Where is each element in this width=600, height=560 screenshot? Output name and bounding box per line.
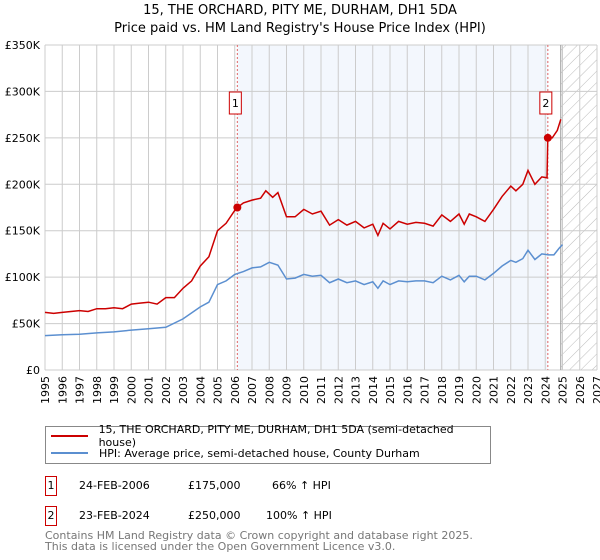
ownership-shade xyxy=(237,45,548,370)
x-tick-label: 2014 xyxy=(367,376,380,404)
y-tick-label: £300K xyxy=(5,85,41,98)
chart-subtitle: Price paid vs. HM Land Registry's House … xyxy=(114,21,486,36)
x-tick-label: 2024 xyxy=(539,376,552,404)
sale-price: £175,000 xyxy=(188,479,241,492)
sale-label: 2 xyxy=(542,97,549,110)
sale-row: 1 24-FEB-2006 £175,000 66% ↑ HPI xyxy=(45,476,445,496)
x-tick-label: 2010 xyxy=(298,376,311,404)
x-tick-label: 2005 xyxy=(212,376,225,404)
sale-label: 1 xyxy=(232,97,239,110)
y-tick-label: £150K xyxy=(5,225,41,238)
sale-point xyxy=(543,133,552,142)
sale-label-box xyxy=(539,91,553,115)
x-tick-label: 2015 xyxy=(384,376,397,404)
footer-copyright: Contains HM Land Registry data © Crown c… xyxy=(45,529,473,542)
sale-row: 2 23-FEB-2024 £250,000 100% ↑ HPI xyxy=(45,506,445,526)
x-tick-label: 2001 xyxy=(143,376,156,404)
y-tick-label: £200K xyxy=(5,178,41,191)
hpi-line xyxy=(44,244,564,337)
x-tick-label: 2011 xyxy=(315,376,328,404)
y-tick-label: £0 xyxy=(26,364,40,377)
x-tick-label: 1999 xyxy=(108,376,121,404)
legend-swatch-hpi xyxy=(51,452,88,454)
y-tick-label: £50K xyxy=(12,318,41,331)
x-tick-label: 2007 xyxy=(246,376,259,404)
sale-price: £250,000 xyxy=(188,509,241,522)
sale-date: 24-FEB-2006 xyxy=(79,479,150,492)
x-tick-label: 2018 xyxy=(436,376,449,404)
sale-hpi: 66% ↑ HPI xyxy=(272,479,331,492)
footer-licence: This data is licensed under the Open Gov… xyxy=(45,540,396,553)
sale-label-box xyxy=(228,91,242,115)
y-tick-label: £100K xyxy=(5,271,41,284)
x-tick-label: 2021 xyxy=(488,376,501,404)
x-tick-label: 2013 xyxy=(350,376,363,404)
x-tick-label: 1997 xyxy=(74,376,87,404)
sale-point xyxy=(233,203,242,212)
x-tick-label: 2012 xyxy=(332,376,345,404)
sale-badge: 1 xyxy=(45,476,57,496)
sale-hpi: 100% ↑ HPI xyxy=(266,509,332,522)
property-price-line xyxy=(44,119,562,315)
x-tick-label: 2020 xyxy=(470,376,483,404)
x-tick-label: 2003 xyxy=(177,376,190,404)
x-tick-label: 2025 xyxy=(557,376,570,404)
x-tick-label: 2004 xyxy=(194,376,207,404)
chart-title: 15, THE ORCHARD, PITY ME, DURHAM, DH1 5D… xyxy=(143,3,457,18)
x-tick-label: 2022 xyxy=(505,376,518,404)
x-tick-label: 2006 xyxy=(229,376,242,404)
x-tick-label: 2027 xyxy=(591,376,600,404)
x-tick-label: 2000 xyxy=(125,376,138,404)
x-tick-label: 2016 xyxy=(401,376,414,404)
legend-label-hpi: HPI: Average price, semi-detached house,… xyxy=(99,446,420,460)
x-tick-label: 2023 xyxy=(522,376,535,404)
legend-label-property: 15, THE ORCHARD, PITY ME, DURHAM, DH1 5D… xyxy=(98,423,454,449)
price-chart: 1995 1996 1997 1998 1999 2000 2001 2002 2003 2004… xyxy=(5,39,600,404)
x-tick-label: 2002 xyxy=(160,376,173,404)
sale-badge: 2 xyxy=(45,506,57,526)
legend-swatch-property xyxy=(51,435,88,437)
legend: 15, THE ORCHARD, PITY ME, DURHAM, DH1 5D… xyxy=(45,423,491,464)
sale-date: 23-FEB-2024 xyxy=(79,509,150,522)
x-tick-label: 1996 xyxy=(56,376,69,404)
x-tick-label: 1998 xyxy=(91,376,104,404)
y-tick-label: £350K xyxy=(5,39,41,52)
y-tick-label: £250K xyxy=(5,132,41,145)
x-tick-label: 2008 xyxy=(263,376,276,404)
forecast-hatch xyxy=(560,45,597,370)
x-tick-label: 1995 xyxy=(39,376,52,404)
x-tick-label: 2017 xyxy=(419,376,432,404)
x-tick-label: 2026 xyxy=(574,376,587,404)
x-tick-label: 2019 xyxy=(453,376,466,404)
x-tick-label: 2009 xyxy=(281,376,294,404)
